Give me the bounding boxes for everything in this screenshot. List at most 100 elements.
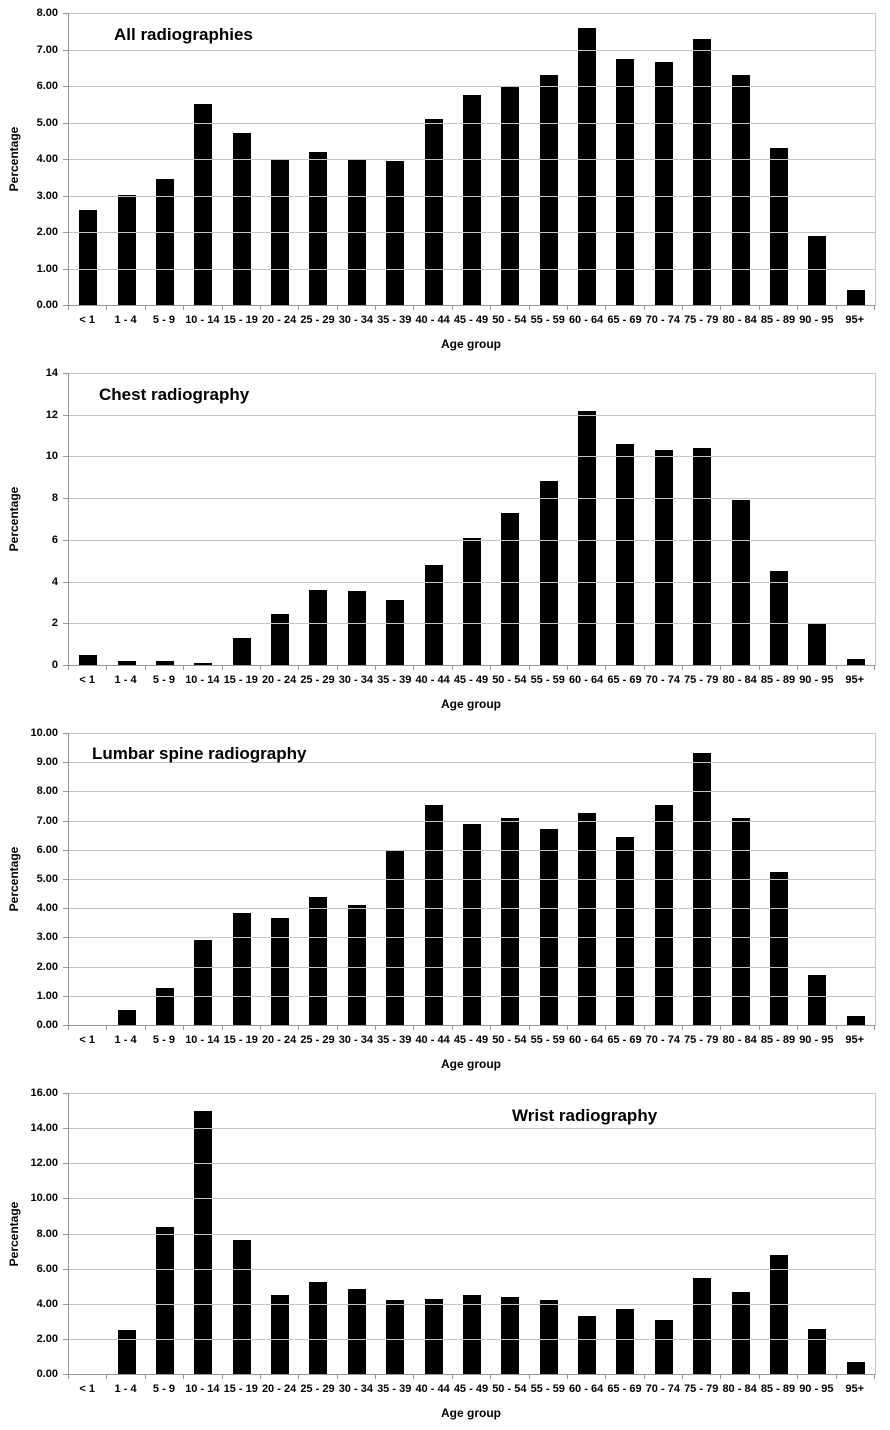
chart-title: Lumbar spine radiography [92,744,307,763]
x-tick-label: 90 - 95 [799,1383,834,1395]
y-tick-mark [63,1269,68,1270]
bar [309,590,328,665]
bar-slot [760,733,798,1025]
y-tick-mark [63,665,68,666]
x-tick-mark [605,666,607,670]
bar [117,195,136,305]
y-tick-label: 12.00 [30,1157,58,1169]
gridline [69,1128,875,1130]
bar [846,1362,865,1374]
y-tick-label: 4.00 [36,1298,58,1310]
x-tick-label: 65 - 69 [607,314,642,326]
x-tick-label: 85 - 89 [760,1034,796,1046]
y-tick-label: 2.00 [36,226,58,238]
y-tick-mark [63,13,68,14]
gridline [69,820,875,822]
x-tick-label: 30 - 34 [338,1034,373,1046]
x-tick-label: 20 - 24 [261,314,297,326]
y-tick-mark [63,1093,68,1094]
bar [424,565,443,665]
bar [194,1111,213,1374]
y-tick-mark [63,937,68,938]
bar-slot [261,373,299,665]
x-tick-label: 80 - 84 [722,314,757,326]
bar-slot [376,373,414,665]
bar-slot [568,733,606,1025]
bar [578,813,597,1025]
x-tick-mark [375,306,377,310]
bar-slot [606,1093,644,1374]
bar [578,1316,597,1374]
bar-slot [491,373,529,665]
bar [194,663,213,665]
y-tick-label: 5.00 [36,873,58,885]
x-tick-mark [797,1375,799,1379]
x-tick-mark [528,306,530,310]
bar-slot [645,1093,683,1374]
bar [769,571,788,665]
bar [347,1289,366,1374]
chart-title: Chest radiography [99,385,250,404]
bar [654,1320,673,1374]
x-tick-label: 15 - 19 [223,1383,258,1395]
gridline [69,1163,875,1165]
x-tick-mark [490,1026,492,1030]
x-tick-label: < 1 [79,674,95,686]
bar [693,753,712,1025]
y-tick-mark [63,967,68,968]
x-tick-label: 85 - 89 [760,314,796,326]
bar [501,513,520,665]
x-tick-label: 60 - 64 [568,314,604,326]
x-tick-labels: < 1 1 - 4 5 - 9 10 - 14 15 - 19 20 - 24 25 - 2… [68,1034,874,1046]
x-tick-mark [183,666,185,670]
x-tick-label: 70 - 74 [645,674,680,686]
x-tick-label: 1 - 4 [114,1034,137,1046]
x-tick-label: 25 - 29 [300,314,335,326]
y-tick-label: 12 [45,409,58,421]
x-tick-mark [758,1375,760,1379]
x-tick-mark [375,666,377,670]
y-tick-mark [63,196,68,197]
x-tick-mark [797,1026,799,1030]
bar [654,805,673,1025]
bar-slot [798,733,836,1025]
x-tick-mark [643,1026,645,1030]
x-tick-label: 1 - 4 [114,674,137,686]
bar [846,659,865,665]
bar-slot [223,13,261,305]
bar-slot [683,373,721,665]
x-tick-mark [106,1375,108,1379]
x-tick-mark [835,1375,837,1379]
x-tick-label: 40 - 44 [415,1034,450,1046]
x-tick-mark [259,1026,261,1030]
y-tick-mark [63,1304,68,1305]
bar-slot [530,733,568,1025]
x-tick-mark [413,1026,415,1030]
gridline [69,1093,875,1094]
x-tick-mark [106,1026,108,1030]
y-tick-mark [63,1339,68,1340]
bar-slot [530,373,568,665]
bar-slot [568,13,606,305]
bar-slot [146,373,184,665]
bar [769,1255,788,1374]
x-tick-labels: < 1 1 - 4 5 - 9 10 - 14 15 - 19 20 - 24 25 - 2… [68,1383,874,1395]
bar [386,600,405,665]
y-tick-mark [63,456,68,457]
bar [271,918,290,1025]
y-tick-label: 6.00 [36,1263,58,1275]
y-tick-mark [63,850,68,851]
x-tick-label: 65 - 69 [607,674,642,686]
x-tick-mark [797,306,799,310]
plot-area [68,373,876,666]
bar [731,1292,750,1374]
x-tick-label: 30 - 34 [338,674,373,686]
bar [501,818,520,1025]
bar-slot [798,1093,836,1374]
y-tick-mark [63,540,68,541]
bar-slot [414,1093,452,1374]
bar [693,448,712,665]
chart-title: All radiographies [114,25,253,44]
bar-slot [683,13,721,305]
